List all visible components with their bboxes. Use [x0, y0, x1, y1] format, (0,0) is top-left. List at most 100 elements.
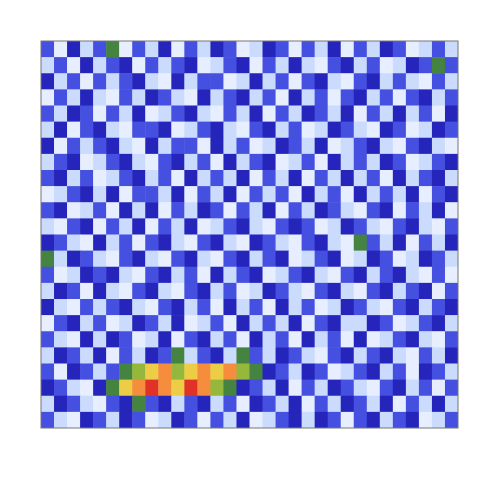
cell [80, 57, 94, 74]
cell [210, 138, 224, 155]
cell [445, 122, 458, 139]
cell [250, 89, 264, 106]
cell [106, 396, 120, 413]
cell [380, 186, 394, 203]
cell [367, 122, 381, 139]
cell [158, 315, 172, 332]
cell [80, 138, 94, 155]
cell [354, 396, 368, 413]
cell [380, 315, 394, 332]
cell [67, 283, 81, 300]
cell [41, 57, 55, 74]
cell [145, 283, 159, 300]
cell [263, 154, 277, 171]
cell [419, 283, 433, 300]
cell [406, 251, 420, 268]
cell [354, 283, 368, 300]
cell [158, 267, 172, 284]
cell [158, 57, 172, 74]
cell [354, 218, 368, 235]
cell [393, 251, 407, 268]
cell [119, 170, 133, 187]
cell [171, 315, 185, 332]
cell [67, 41, 81, 58]
cell [119, 396, 133, 413]
cell [367, 315, 381, 332]
cell [263, 331, 277, 348]
cell [380, 283, 394, 300]
cell [380, 347, 394, 364]
cell [184, 138, 198, 155]
cell [419, 170, 433, 187]
cell [184, 186, 198, 203]
cell [119, 41, 133, 58]
cell [354, 331, 368, 348]
cell [67, 73, 81, 90]
cell [250, 73, 264, 90]
cell [236, 89, 250, 106]
cell [158, 299, 172, 316]
cell [93, 106, 107, 123]
cell [184, 299, 198, 316]
cell [302, 283, 316, 300]
cell [367, 57, 381, 74]
cell [380, 138, 394, 155]
cell [67, 154, 81, 171]
cell [236, 138, 250, 155]
cell [276, 154, 290, 171]
cell [171, 251, 185, 268]
cell [250, 154, 264, 171]
cell [132, 89, 146, 106]
cell [341, 186, 355, 203]
cell [289, 364, 303, 381]
cell [380, 154, 394, 171]
cell [393, 347, 407, 364]
cell [419, 89, 433, 106]
cell [341, 396, 355, 413]
cell [80, 380, 94, 397]
cell [210, 235, 224, 252]
cell [367, 218, 381, 235]
cell [158, 347, 172, 364]
cell [419, 202, 433, 219]
cell [54, 380, 68, 397]
cell [93, 89, 107, 106]
cell [406, 299, 420, 316]
cell [171, 396, 185, 413]
cell [289, 41, 303, 58]
cell [106, 41, 120, 58]
cell [236, 122, 250, 139]
cell [276, 315, 290, 332]
cell [171, 170, 185, 187]
cell [54, 186, 68, 203]
cell [419, 299, 433, 316]
cell [67, 57, 81, 74]
cell [380, 251, 394, 268]
cell [223, 283, 237, 300]
cell [302, 347, 316, 364]
cell [106, 267, 120, 284]
cell [41, 218, 55, 235]
cell [41, 283, 55, 300]
cell [119, 347, 133, 364]
cell [236, 331, 250, 348]
cell [236, 57, 250, 74]
cell [445, 138, 458, 155]
cell [223, 315, 237, 332]
cell [302, 41, 316, 58]
cell [432, 170, 446, 187]
cell [93, 73, 107, 90]
cell [184, 89, 198, 106]
cell [393, 89, 407, 106]
cell [419, 218, 433, 235]
cell [93, 315, 107, 332]
cell [41, 347, 55, 364]
cell [328, 41, 342, 58]
cell [132, 299, 146, 316]
cell [341, 122, 355, 139]
cell [367, 202, 381, 219]
cell [419, 396, 433, 413]
cell [250, 106, 264, 123]
cell [419, 380, 433, 397]
cell [145, 73, 159, 90]
